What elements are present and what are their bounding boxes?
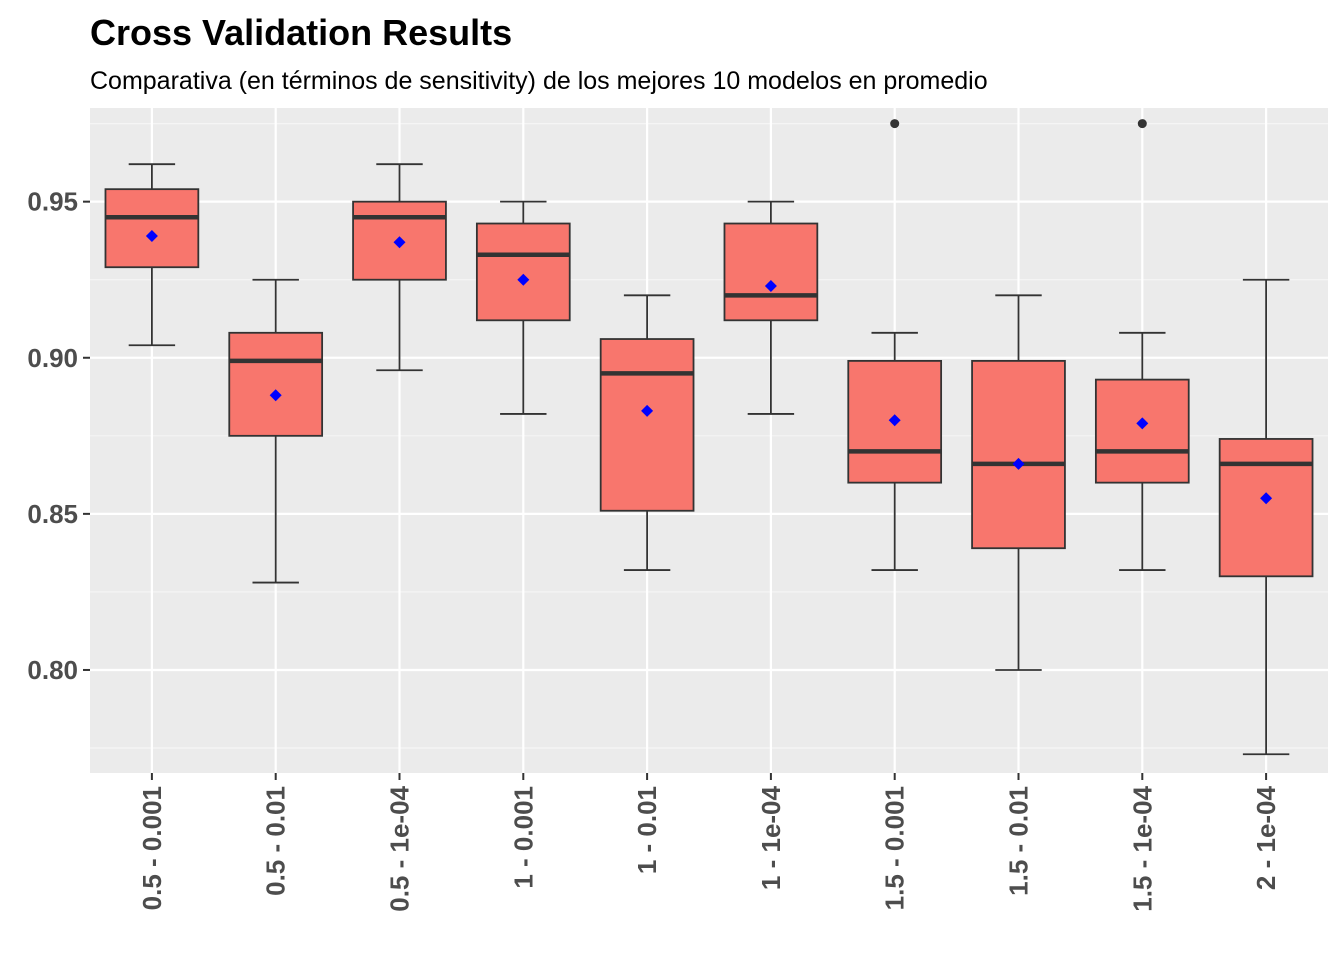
mean-marker: [1260, 492, 1273, 505]
outlier-point: [1137, 119, 1147, 129]
x-tick-label: 1 - 1e-04: [756, 785, 786, 890]
mean-marker: [393, 236, 406, 249]
box-group: [599, 294, 695, 571]
box-group: [228, 278, 324, 584]
mean-marker: [1012, 457, 1025, 470]
chart-title: Cross Validation Results: [90, 12, 512, 53]
y-tick-label: 0.85: [27, 499, 78, 529]
mean-marker: [517, 273, 530, 286]
y-axis: 0.80 0.85 0.90 0.95: [27, 187, 90, 685]
iqr-box: [1094, 378, 1190, 484]
box-group: [1218, 278, 1314, 756]
iqr-box: [475, 222, 571, 322]
box-group: [723, 200, 819, 415]
x-tick-label: 0.5 - 1e-04: [385, 785, 415, 911]
mean-marker: [1136, 417, 1149, 430]
y-tick-label: 0.95: [27, 187, 78, 217]
x-tick-label: 1.5 - 1e-04: [1127, 785, 1157, 911]
box-series: [104, 119, 1314, 756]
iqr-box: [599, 338, 695, 512]
iqr-box: [723, 222, 819, 322]
mean-marker: [641, 404, 654, 417]
iqr-box: [1218, 438, 1314, 578]
box-group: [971, 294, 1066, 671]
y-tick-label: 0.80: [27, 655, 78, 685]
iqr-box: [228, 331, 324, 437]
x-axis: 0.5 - 0.001 0.5 - 0.01 0.5 - 1e-04 1 - 0.00…: [137, 773, 1281, 912]
mean-marker: [888, 414, 901, 427]
box-group: [352, 163, 447, 372]
chart-subtitle: Comparativa (en términos de sensitivity)…: [90, 67, 988, 95]
mean-marker: [269, 389, 282, 402]
mean-marker: [145, 230, 158, 243]
box-group: [847, 119, 943, 571]
x-tick-label: 1.5 - 0.001: [880, 786, 910, 910]
x-tick-label: 1.5 - 0.01: [1004, 786, 1034, 896]
x-tick-label: 1 - 0.01: [632, 786, 662, 874]
outlier-point: [890, 119, 900, 129]
mean-marker: [764, 279, 777, 292]
box-group: [475, 200, 571, 415]
y-tick-label: 0.90: [27, 343, 78, 373]
x-tick-label: 1 - 0.001: [508, 786, 538, 889]
x-tick-label: 0.5 - 0.001: [137, 786, 167, 910]
box-group: [1094, 119, 1190, 571]
iqr-box: [971, 359, 1066, 550]
x-tick-label: 2 - 1e-04: [1251, 785, 1281, 890]
iqr-box: [104, 188, 200, 269]
x-tick-label: 0.5 - 0.01: [261, 786, 291, 896]
box-group: [104, 163, 200, 347]
